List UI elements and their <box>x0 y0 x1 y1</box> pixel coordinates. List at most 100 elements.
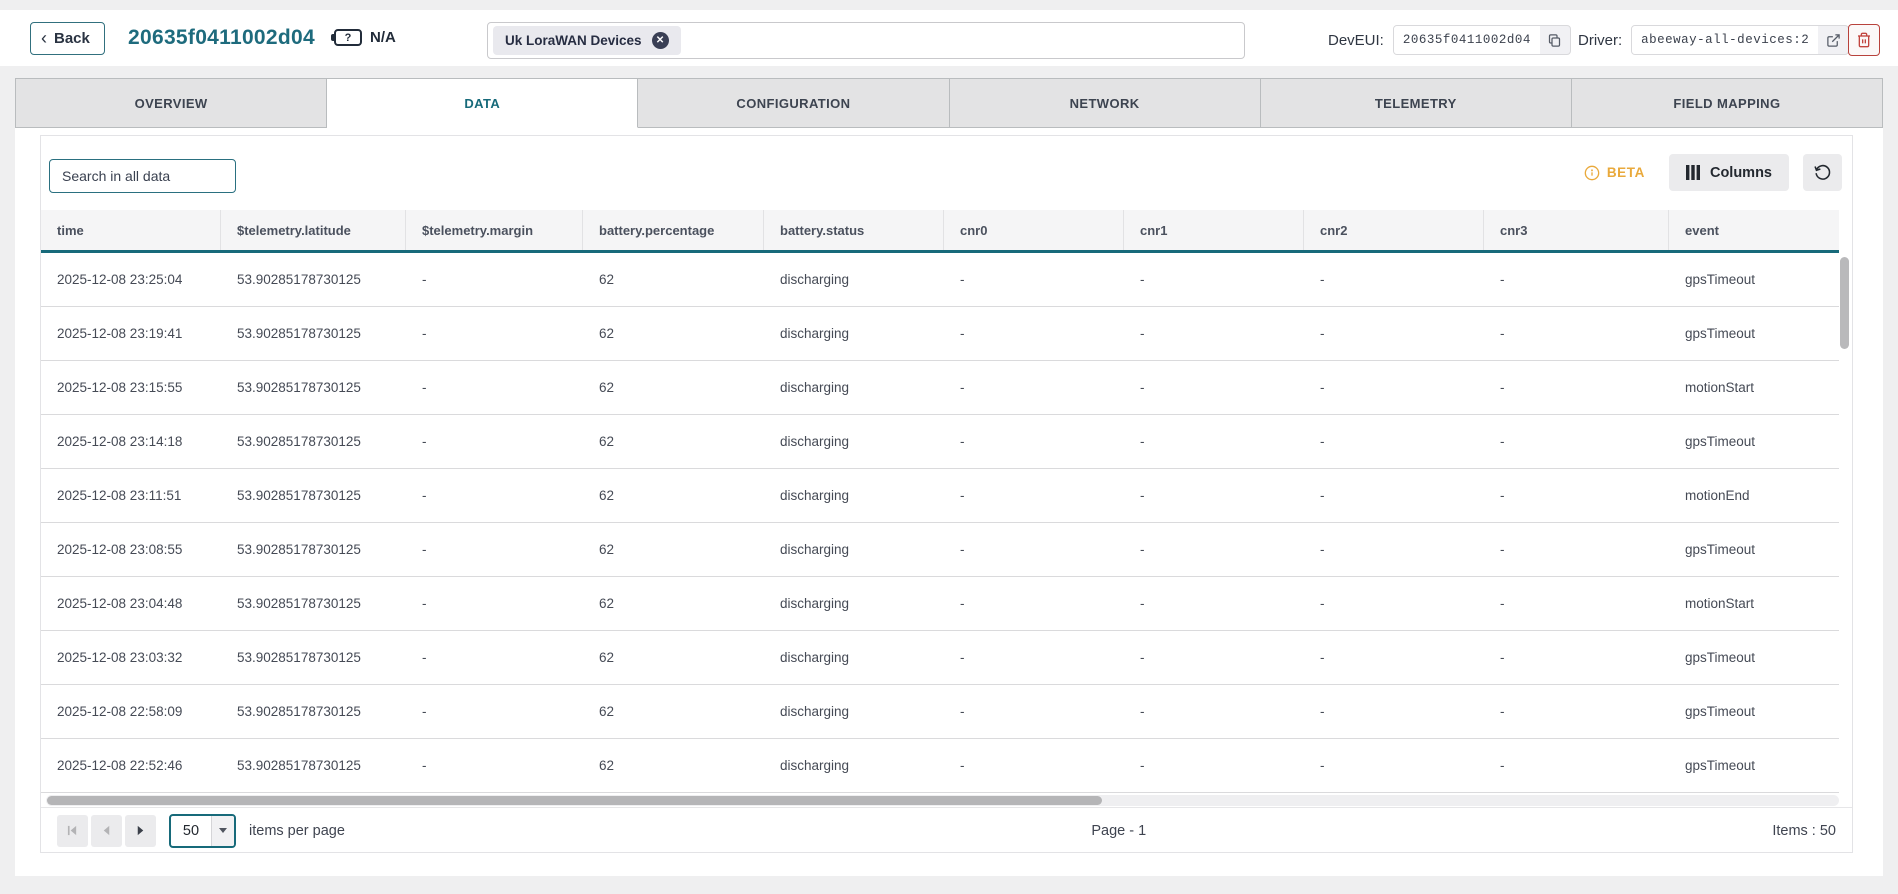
page-size-select[interactable]: 50 <box>169 813 236 848</box>
external-link-icon[interactable] <box>1818 26 1848 54</box>
table-cell: 62 <box>599 758 615 773</box>
columns-button[interactable]: Columns <box>1668 154 1789 191</box>
table-cell: 62 <box>599 434 615 449</box>
table-cell: - <box>422 272 427 287</box>
back-button[interactable]: ‹ Back <box>30 22 105 55</box>
deveui-label: DevEUI: <box>1328 31 1384 49</box>
trash-icon <box>1858 32 1870 48</box>
pagination-bar: 50 items per page Page - 1 Items : 50 <box>41 807 1852 853</box>
driver-label: Driver: <box>1578 31 1623 49</box>
table-cell: - <box>960 542 965 557</box>
delete-device-button[interactable] <box>1848 24 1880 56</box>
tab-data[interactable]: DATA <box>327 78 639 128</box>
vertical-scrollbar[interactable] <box>1840 257 1849 349</box>
beta-label: BETA <box>1606 165 1645 180</box>
table-cell: 53.90285178730125 <box>237 434 361 449</box>
tab-overview[interactable]: OVERVIEW <box>15 78 328 128</box>
table-cell: - <box>960 758 965 773</box>
column-header[interactable]: battery.percentage <box>583 210 764 250</box>
copy-icon[interactable] <box>1540 26 1570 54</box>
table-cell: 2025-12-08 22:58:09 <box>57 704 183 719</box>
table-row: 2025-12-08 23:25:04 53.90285178730125 - 62 d… <box>41 253 1839 307</box>
table-cell: - <box>1500 542 1505 557</box>
column-header[interactable]: cnr2 <box>1304 210 1484 250</box>
table-cell: gpsTimeout <box>1685 758 1756 773</box>
table-cell: 53.90285178730125 <box>237 326 361 341</box>
deveui-value: 20635f0411002d04 <box>1393 26 1540 54</box>
table-cell: discharging <box>780 434 850 449</box>
table-row: 2025-12-08 23:04:48 53.90285178730125 - 62 d… <box>41 577 1839 631</box>
table-cell: - <box>1320 380 1325 395</box>
table-cell: - <box>1320 488 1325 503</box>
columns-button-label: Columns <box>1709 164 1772 181</box>
remove-tag-icon[interactable]: ✕ <box>651 32 669 49</box>
table-cell: 62 <box>599 488 615 503</box>
refresh-icon <box>1814 164 1831 180</box>
tab-network[interactable]: NETWORK <box>949 78 1261 128</box>
table-row: 2025-12-08 23:14:18 53.90285178730125 - 62 d… <box>41 415 1839 469</box>
next-page-button[interactable] <box>125 814 156 847</box>
column-header[interactable]: $telemetry.margin <box>406 210 583 250</box>
table-cell: - <box>422 650 427 665</box>
column-header[interactable]: cnr0 <box>944 210 1124 250</box>
tab-configuration[interactable]: CONFIGURATION <box>638 78 950 128</box>
table-cell: - <box>422 488 427 503</box>
next-page-icon <box>137 825 144 836</box>
table-cell: 62 <box>599 272 615 287</box>
previous-page-button[interactable] <box>91 814 122 847</box>
column-header[interactable]: time <box>41 210 221 250</box>
table-cell: 2025-12-08 23:11:51 <box>57 488 182 503</box>
tags-input[interactable]: Uk LoraWAN Devices ✕ <box>487 22 1245 59</box>
table-cell: - <box>1500 434 1505 449</box>
table-cell: - <box>1320 272 1325 287</box>
table-cell: discharging <box>780 596 850 611</box>
first-page-button[interactable] <box>57 814 88 847</box>
table-cell: - <box>1500 596 1505 611</box>
horizontal-scrollbar-track <box>46 795 1839 806</box>
table-row: 2025-12-08 23:15:55 53.90285178730125 - 62 d… <box>41 361 1839 415</box>
header-bar: ‹ Back 20635f0411002d04 ? N/A Uk LoraWAN… <box>0 10 1898 66</box>
table-cell: - <box>1320 434 1325 449</box>
table-cell: 53.90285178730125 <box>237 272 361 287</box>
table-cell: - <box>422 326 427 341</box>
column-header[interactable]: battery.status <box>764 210 944 250</box>
table-cell: 62 <box>599 326 615 341</box>
table-cell: 53.90285178730125 <box>237 488 361 503</box>
column-header[interactable]: cnr3 <box>1484 210 1669 250</box>
table-cell: 2025-12-08 23:04:48 <box>57 596 183 611</box>
horizontal-scrollbar[interactable] <box>47 796 1102 805</box>
column-header[interactable]: $telemetry.latitude <box>221 210 406 250</box>
column-header[interactable]: event <box>1685 222 1719 238</box>
table-cell: 62 <box>599 380 615 395</box>
tab-bar: OVERVIEW DATA CONFIGURATION NETWORK TELEMETR… <box>15 78 1884 128</box>
table-cell: - <box>1500 380 1505 395</box>
table-cell: - <box>1500 758 1505 773</box>
column-header[interactable]: cnr1 <box>1124 210 1304 250</box>
tab-telemetry[interactable]: TELEMETRY <box>1260 78 1572 128</box>
table-cell: - <box>960 434 965 449</box>
table-row: 2025-12-08 23:19:41 53.90285178730125 - 62 d… <box>41 307 1839 361</box>
table-cell: discharging <box>780 542 850 557</box>
table-row: 2025-12-08 23:03:32 53.90285178730125 - 62 d… <box>41 631 1839 685</box>
chevron-down-icon <box>219 828 227 833</box>
table-cell: - <box>960 488 965 503</box>
table-cell: discharging <box>780 758 850 773</box>
data-table-card: BETA Columns time$telemetry.latitude$tel… <box>40 135 1853 853</box>
table-cell: motionStart <box>1685 596 1755 611</box>
table-cell: - <box>1140 650 1145 665</box>
table-cell: 53.90285178730125 <box>237 380 361 395</box>
table-cell: gpsTimeout <box>1685 542 1756 557</box>
table-cell: discharging <box>780 380 850 395</box>
info-icon <box>1584 165 1600 180</box>
page-title: 20635f0411002d04 <box>128 26 315 49</box>
driver-group: Driver: abeeway-all-devices:2 <box>1578 25 1850 55</box>
refresh-button[interactable] <box>1803 154 1842 191</box>
table-cell: - <box>1500 650 1505 665</box>
table-cell: 53.90285178730125 <box>237 596 361 611</box>
table-cell: 2025-12-08 22:52:46 <box>57 758 183 773</box>
search-input[interactable] <box>49 159 236 193</box>
table-cell: 2025-12-08 23:15:55 <box>57 380 183 395</box>
driver-box: abeeway-all-devices:2 <box>1631 25 1850 55</box>
tab-field-mapping[interactable]: FIELD MAPPING <box>1571 78 1884 128</box>
table-cell: - <box>960 326 965 341</box>
